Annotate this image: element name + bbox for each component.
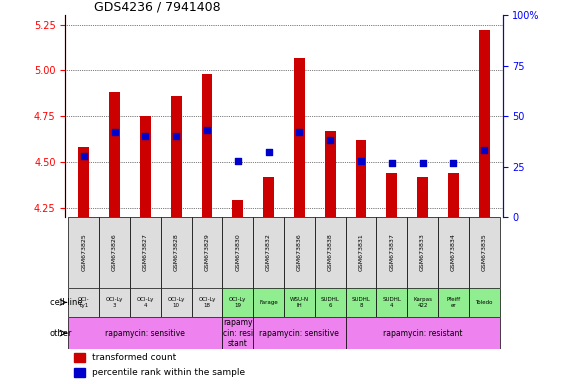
Text: GSM673833: GSM673833	[420, 233, 425, 271]
Text: GSM673826: GSM673826	[112, 233, 117, 271]
Bar	[99, 217, 130, 288]
Point	[479, 147, 488, 154]
Bar	[74, 353, 85, 362]
Text: GDS4236 / 7941408: GDS4236 / 7941408	[94, 0, 220, 13]
Text: rapamy
cin: resi
stant: rapamy cin: resi stant	[223, 318, 253, 348]
Text: GSM673834: GSM673834	[451, 233, 456, 271]
Text: Toledo: Toledo	[475, 300, 493, 305]
Point	[418, 159, 427, 166]
Text: WSU-N
IH: WSU-N IH	[290, 297, 309, 308]
Text: transformed count: transformed count	[91, 353, 176, 362]
Bar	[345, 217, 377, 288]
Text: other: other	[50, 329, 73, 338]
Point	[295, 129, 304, 136]
Point	[449, 159, 458, 166]
Bar	[417, 177, 428, 217]
Text: GSM673828: GSM673828	[174, 233, 179, 271]
Text: OCI-Ly
19: OCI-Ly 19	[229, 297, 247, 308]
Text: cell line: cell line	[50, 298, 82, 307]
Bar	[78, 147, 89, 217]
Bar	[469, 288, 500, 317]
Bar	[315, 217, 345, 288]
Bar	[438, 288, 469, 317]
Bar	[438, 217, 469, 288]
Text: OCI-Ly
18: OCI-Ly 18	[198, 297, 216, 308]
Bar	[253, 217, 284, 288]
Bar	[294, 58, 305, 217]
Text: Farage: Farage	[259, 300, 278, 305]
Point	[233, 157, 243, 164]
Bar	[130, 288, 161, 317]
Bar	[223, 288, 253, 317]
Bar	[284, 217, 315, 288]
Bar	[356, 140, 366, 217]
Bar	[191, 288, 223, 317]
Bar	[232, 200, 243, 217]
Bar	[469, 217, 500, 288]
Point	[110, 129, 119, 136]
Bar	[325, 131, 336, 217]
Text: SUDHL
8: SUDHL 8	[352, 297, 370, 308]
Text: Karpas
422: Karpas 422	[413, 297, 432, 308]
Bar	[345, 288, 377, 317]
Text: SUDHL
4: SUDHL 4	[382, 297, 401, 308]
Text: GSM673837: GSM673837	[389, 233, 394, 271]
Point	[264, 149, 273, 156]
Text: rapamycin: resistant: rapamycin: resistant	[383, 329, 462, 338]
Text: OCI-
Ly1: OCI- Ly1	[78, 297, 90, 308]
Bar	[253, 317, 345, 349]
Text: Pfeiff
er: Pfeiff er	[446, 297, 461, 308]
Bar	[161, 217, 191, 288]
Bar	[171, 96, 182, 217]
Text: OCI-Ly
10: OCI-Ly 10	[168, 297, 185, 308]
Text: GSM673836: GSM673836	[297, 233, 302, 271]
Bar	[140, 116, 151, 217]
Bar	[223, 217, 253, 288]
Bar	[68, 217, 99, 288]
Bar	[407, 288, 438, 317]
Text: GSM673835: GSM673835	[482, 233, 487, 271]
Point	[202, 127, 211, 133]
Bar	[479, 30, 490, 217]
Bar	[253, 288, 284, 317]
Bar	[202, 74, 212, 217]
Bar	[377, 217, 407, 288]
Text: GSM673832: GSM673832	[266, 233, 271, 271]
Text: percentile rank within the sample: percentile rank within the sample	[91, 368, 245, 377]
Text: rapamycin: sensitive: rapamycin: sensitive	[106, 329, 185, 338]
Text: GSM673830: GSM673830	[235, 233, 240, 271]
Text: GSM673838: GSM673838	[328, 233, 333, 271]
Point	[80, 153, 89, 159]
Text: OCI-Ly
3: OCI-Ly 3	[106, 297, 123, 308]
Bar	[315, 288, 345, 317]
Bar	[68, 288, 99, 317]
Bar	[407, 217, 438, 288]
Text: rapamycin: sensitive: rapamycin: sensitive	[260, 329, 339, 338]
Bar	[109, 92, 120, 217]
Bar	[377, 288, 407, 317]
Bar	[263, 177, 274, 217]
Text: GSM673831: GSM673831	[358, 233, 364, 271]
Bar	[223, 317, 253, 349]
Point	[141, 133, 150, 139]
Bar	[68, 317, 223, 349]
Bar	[74, 368, 85, 377]
Bar	[386, 173, 397, 217]
Bar	[448, 173, 459, 217]
Text: SUDHL
6: SUDHL 6	[321, 297, 340, 308]
Point	[387, 159, 396, 166]
Text: GSM673827: GSM673827	[143, 233, 148, 271]
Bar	[130, 217, 161, 288]
Point	[172, 133, 181, 139]
Bar	[345, 317, 500, 349]
Text: GSM673829: GSM673829	[204, 233, 210, 271]
Bar	[284, 288, 315, 317]
Text: GSM673825: GSM673825	[81, 233, 86, 271]
Bar	[99, 288, 130, 317]
Point	[325, 137, 335, 143]
Text: OCI-Ly
4: OCI-Ly 4	[137, 297, 154, 308]
Bar	[191, 217, 223, 288]
Point	[357, 157, 366, 164]
Bar	[161, 288, 191, 317]
